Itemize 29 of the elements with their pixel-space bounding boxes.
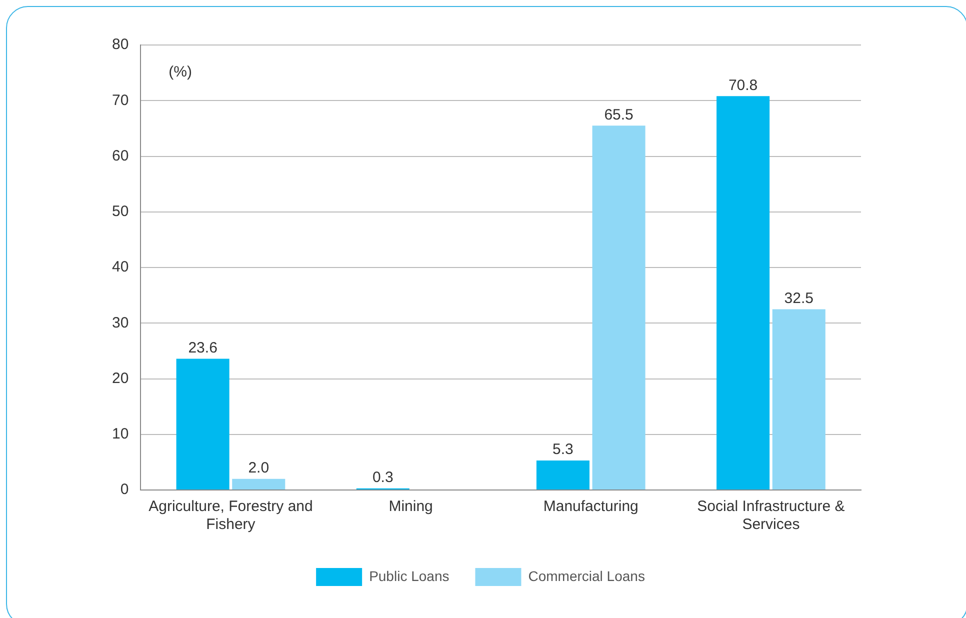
data-label: 0.3 <box>372 468 394 486</box>
y-tick-label: 30 <box>112 314 129 332</box>
y-tick-label: 70 <box>112 92 129 109</box>
y-tick-label: 60 <box>112 147 129 164</box>
y-tick-label: 50 <box>112 203 129 220</box>
legend-label: Public Loans <box>369 568 450 584</box>
x-tick-label: Manufacturing <box>543 498 638 516</box>
y-tick-label: 80 <box>112 36 129 54</box>
bar <box>592 126 646 490</box>
y-tick-label: 0 <box>120 481 129 498</box>
data-label: 5.3 <box>552 441 574 458</box>
y-tick-label: 10 <box>112 426 129 443</box>
bar <box>232 478 286 490</box>
data-label: 2.0 <box>248 460 270 477</box>
y-tick-label: 20 <box>112 370 129 387</box>
y-tick-label: 40 <box>112 258 129 276</box>
bar <box>536 460 590 490</box>
data-label: 70.8 <box>728 76 758 94</box>
y-axis-title: (%) <box>168 64 192 81</box>
legend-label: Commercial Loans <box>528 568 645 584</box>
data-label: 23.6 <box>188 339 218 356</box>
data-label: 65.5 <box>604 106 634 124</box>
bar <box>772 309 826 490</box>
bar <box>716 96 770 490</box>
bar <box>176 358 230 490</box>
x-tick-label: Agriculture, Forestry and Fishery <box>148 498 313 534</box>
data-label: 32.5 <box>784 290 814 307</box>
x-tick-label: Social Infrastructure & Services <box>697 498 845 534</box>
x-tick-label: Mining <box>388 498 433 516</box>
